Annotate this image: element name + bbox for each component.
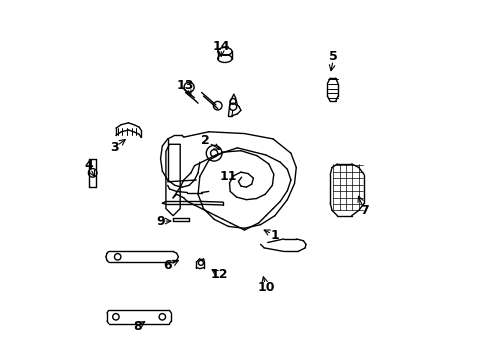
Text: 4: 4 (84, 159, 93, 172)
Text: 11: 11 (219, 170, 237, 183)
Text: 12: 12 (210, 268, 228, 281)
Text: 6: 6 (163, 259, 172, 272)
Text: 14: 14 (212, 40, 229, 53)
Text: 9: 9 (156, 215, 164, 228)
Text: 1: 1 (270, 229, 279, 242)
Text: 10: 10 (257, 281, 274, 294)
Text: 8: 8 (133, 320, 142, 333)
Text: 5: 5 (329, 50, 338, 63)
Text: 13: 13 (177, 79, 194, 92)
Text: 3: 3 (110, 141, 118, 154)
Text: 2: 2 (201, 134, 209, 147)
Text: 7: 7 (359, 204, 368, 217)
